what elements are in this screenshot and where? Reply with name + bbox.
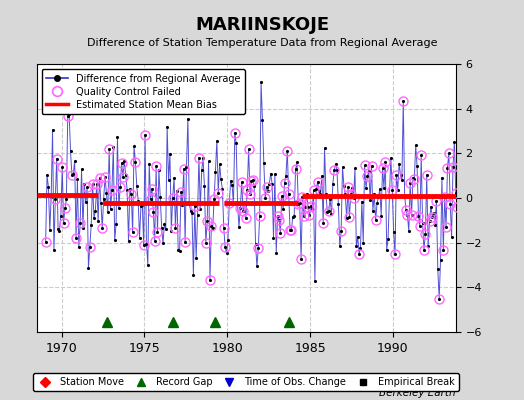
- Text: MARIINSKOJE: MARIINSKOJE: [195, 16, 329, 34]
- Text: Difference of Station Temperature Data from Regional Average: Difference of Station Temperature Data f…: [87, 38, 437, 48]
- Legend: Station Move, Record Gap, Time of Obs. Change, Empirical Break: Station Move, Record Gap, Time of Obs. C…: [34, 373, 459, 391]
- Text: Berkeley Earth: Berkeley Earth: [379, 388, 456, 398]
- Legend: Difference from Regional Average, Quality Control Failed, Estimated Station Mean: Difference from Regional Average, Qualit…: [41, 69, 245, 114]
